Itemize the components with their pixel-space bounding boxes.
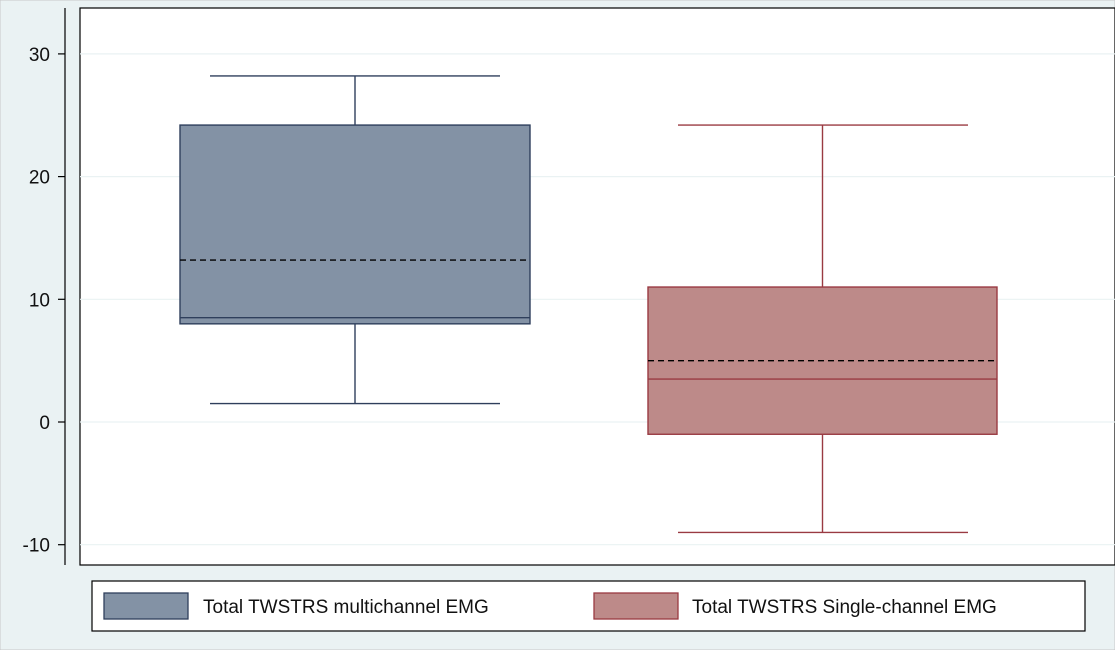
legend-key-2 (593, 592, 679, 620)
y-axis: 30 20 10 0 -10 (23, 8, 66, 565)
iqr-box (179, 124, 531, 325)
box-series-2 (647, 124, 998, 534)
y-tick-label: 20 (29, 168, 50, 189)
y-tick-label: 0 (39, 413, 50, 434)
legend-label-2: Total TWSTRS Single-channel EMG (692, 597, 997, 618)
y-tick-label: -10 (23, 536, 50, 557)
boxes (179, 75, 998, 534)
legend-frame (91, 580, 1086, 632)
y-tick-label: 10 (29, 290, 50, 311)
box-series-1 (179, 75, 531, 405)
y-tick-label: 30 (29, 45, 50, 66)
legend-key-1 (103, 592, 189, 620)
legend: Total TWSTRS multichannel EMG Total TWSTR… (91, 580, 1086, 632)
legend-label-1: Total TWSTRS multichannel EMG (203, 597, 489, 618)
